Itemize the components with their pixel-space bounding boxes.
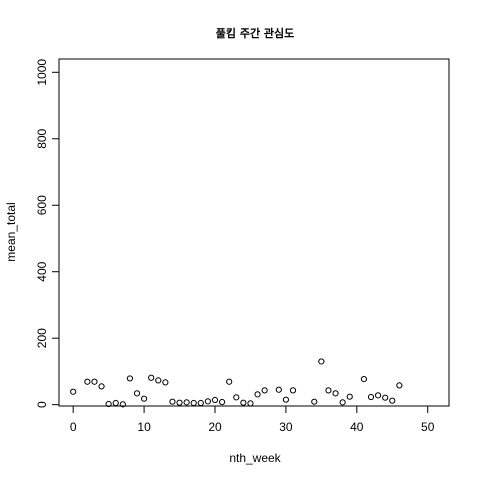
data-point <box>396 382 403 389</box>
data-point <box>382 394 389 401</box>
data-point <box>169 398 176 405</box>
data-point <box>240 399 247 406</box>
data-point <box>133 390 141 397</box>
data-point <box>162 379 169 386</box>
data-point <box>289 387 297 394</box>
data-point <box>226 378 233 385</box>
data-point <box>204 398 212 405</box>
data-point <box>98 383 105 390</box>
data-point <box>233 394 240 401</box>
data-point <box>84 378 91 385</box>
data-point <box>176 399 183 406</box>
x-tick-label: 0 <box>70 420 77 434</box>
y-tick-label: 600 <box>35 195 49 215</box>
data-point <box>126 375 134 382</box>
data-point <box>254 391 261 398</box>
data-point <box>91 378 98 385</box>
x-tick-label: 30 <box>279 420 293 434</box>
data-point <box>325 387 332 394</box>
y-axis-label: mean_total <box>4 202 18 261</box>
chart-title: 풀킴 주간 관심도 <box>216 26 295 40</box>
data-point <box>70 388 77 395</box>
data-point <box>360 375 368 383</box>
data-point <box>105 400 112 408</box>
data-point <box>311 398 318 405</box>
y-tick-label: 400 <box>35 261 49 281</box>
y-tick-label: 800 <box>35 128 49 148</box>
y-tick-label: 1000 <box>35 59 49 86</box>
x-tick-label: 50 <box>421 420 435 434</box>
data-point <box>247 400 254 407</box>
data-point <box>346 393 353 400</box>
data-point <box>339 399 346 406</box>
x-axis: 0 10 20 30 40 50 <box>70 405 435 434</box>
data-point <box>318 358 325 365</box>
data-point <box>367 393 375 401</box>
data-point <box>282 396 290 403</box>
data-point <box>332 390 339 397</box>
x-tick-label: 40 <box>350 420 364 434</box>
data-point <box>275 386 282 393</box>
data-point <box>389 397 396 404</box>
y-tick-label: 0 <box>35 401 49 408</box>
data-points <box>70 358 403 408</box>
x-tick-label: 20 <box>208 420 222 434</box>
data-point <box>140 395 148 402</box>
data-point <box>374 392 382 399</box>
data-point <box>261 387 268 394</box>
data-point <box>155 377 162 384</box>
data-point <box>148 374 155 381</box>
data-point <box>197 399 204 407</box>
y-axis: 0 200 400 600 800 1000 <box>35 59 60 408</box>
data-point <box>190 399 197 407</box>
plot-frame <box>58 58 450 407</box>
data-point <box>119 401 126 408</box>
data-point <box>112 399 119 407</box>
data-point <box>211 396 219 404</box>
x-axis-label: nth_week <box>229 451 281 465</box>
y-tick-label: 200 <box>35 328 49 348</box>
x-tick-label: 10 <box>137 420 151 434</box>
data-point <box>183 399 190 406</box>
data-point <box>218 398 226 406</box>
